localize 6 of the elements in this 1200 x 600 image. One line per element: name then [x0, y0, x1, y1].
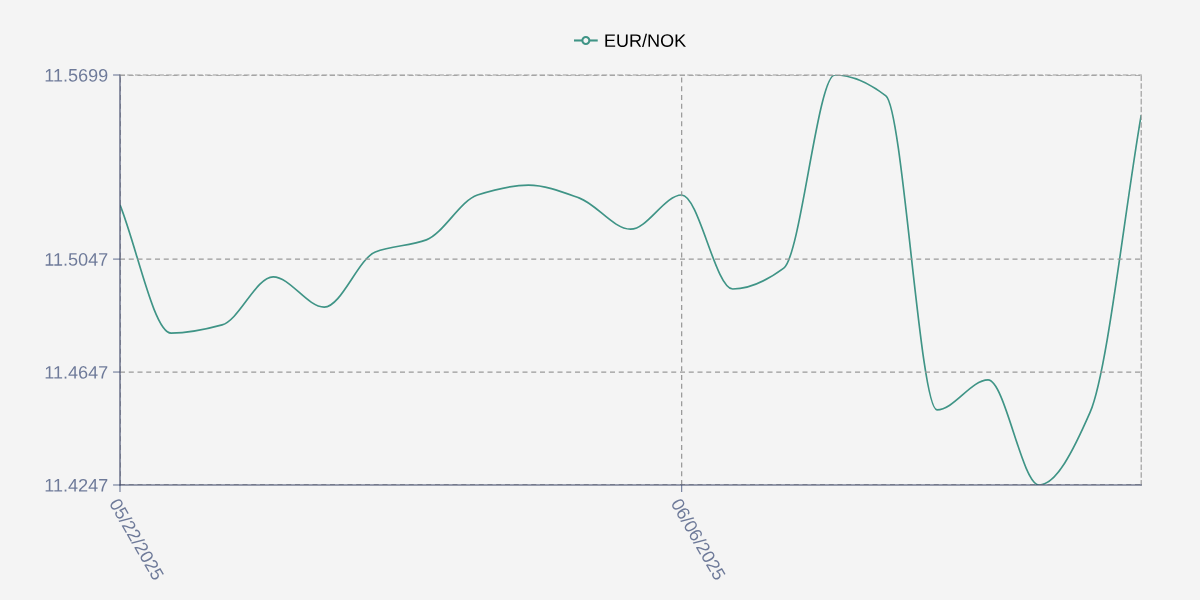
y-tick-label: 11.5047 — [45, 253, 108, 266]
y-tick-label: 11.4647 — [45, 365, 108, 379]
y-tick-label: 11.5699 — [45, 68, 108, 82]
y-tick-label: 11.4247 — [45, 478, 108, 492]
legend-label: EUR/NOK — [605, 33, 686, 47]
line-series — [120, 75, 1142, 485]
